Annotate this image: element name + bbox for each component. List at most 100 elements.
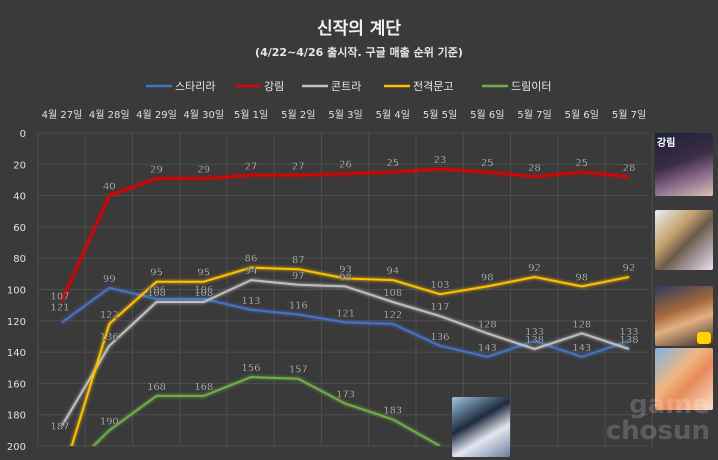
data-label: 136: [100, 332, 119, 343]
data-label: 117: [430, 302, 449, 313]
data-label: 122: [383, 310, 402, 321]
chart-subtitle: (4/22~4/26 출시작. 구글 매출 순위 기준): [255, 46, 463, 59]
watermark: game chosun: [560, 392, 710, 444]
data-label: 23: [434, 155, 447, 166]
data-label: 25: [575, 158, 588, 169]
data-label: 156: [241, 363, 260, 374]
data-label: 94: [386, 266, 399, 277]
kakao-badge-icon: [697, 332, 711, 344]
x-tick-label: 5월 6일: [565, 109, 599, 121]
series-line-스타리라: [61, 286, 630, 358]
legend-label: 드림이터: [511, 80, 551, 93]
x-tick-label: 4월 29일: [136, 109, 177, 121]
data-label: 183: [383, 405, 402, 416]
y-tick-label: 60: [13, 223, 26, 234]
y-tick-label: 100: [7, 286, 26, 297]
data-label: 98: [481, 272, 494, 283]
data-label: 108: [147, 288, 166, 299]
x-tick-label: 5월 6일: [470, 109, 504, 121]
data-label: 98: [339, 272, 352, 283]
data-label: 25: [386, 158, 399, 169]
chart-title: 신작의 계단: [316, 19, 402, 39]
y-tick-label: 20: [13, 160, 26, 171]
y-tick-label: 200: [7, 442, 26, 453]
x-tick-label: 5월 2일: [281, 109, 315, 121]
data-labels: 121 99 106 106 113 116 121 122 136 143 133 143 133 10…: [50, 155, 638, 433]
x-tick-label: 4월 30일: [183, 109, 224, 121]
series-lines: [61, 168, 630, 446]
data-label: 28: [528, 163, 541, 174]
data-label: 128: [572, 319, 591, 330]
data-label: 27: [245, 161, 258, 172]
data-label: 87: [292, 255, 305, 266]
data-label: 133: [619, 327, 638, 338]
data-label: 173: [336, 390, 355, 401]
data-label: 106: [147, 285, 166, 296]
data-label: 122: [100, 310, 119, 321]
y-axis-ticks: 0 20 40 60 80 100 120 140 160 180 200: [7, 129, 26, 453]
data-label: 157: [289, 365, 308, 376]
game-thumbnail-contra: [655, 286, 713, 346]
data-label: 108: [383, 288, 402, 299]
x-axis-ticks: 4월 27일 4월 28일 4월 29일 4월 30일 5월 1일 5월 2일 5월 3일 5…: [42, 109, 646, 121]
data-label: 25: [481, 158, 494, 169]
data-label: 29: [197, 164, 210, 175]
data-label: 121: [50, 302, 69, 313]
data-label: 95: [197, 268, 210, 279]
x-tick-label: 4월 27일: [42, 109, 83, 121]
legend-label: 스타리라: [175, 80, 215, 93]
y-tick-label: 180: [7, 411, 26, 422]
data-label: 98: [575, 272, 588, 283]
data-label: 27: [292, 161, 305, 172]
data-label: 97: [292, 271, 305, 282]
game-thumbnail-gangrim: 강림: [655, 133, 713, 196]
game-thumbnail-starira: [655, 210, 713, 270]
legend-label: 콘트라: [331, 80, 361, 93]
x-tick-label: 5월 7일: [517, 109, 551, 121]
data-label: 93: [339, 265, 352, 276]
data-label: 121: [336, 308, 355, 319]
y-tick-label: 120: [7, 317, 26, 328]
data-label: 28: [623, 163, 636, 174]
data-label: 92: [623, 263, 636, 274]
game-thumbnail-dreameater: [452, 397, 510, 457]
x-tick-label: 5월 4일: [376, 109, 410, 121]
data-label: 138: [525, 335, 544, 346]
data-label: 94: [245, 266, 258, 277]
data-label: 103: [430, 280, 449, 291]
thumbnail-label: 강림: [657, 138, 676, 149]
x-tick-label: 5월 3일: [328, 109, 362, 121]
y-tick-label: 40: [13, 192, 26, 203]
data-label: 95: [150, 268, 163, 279]
x-tick-label: 5월 1일: [234, 109, 268, 121]
data-label: 168: [194, 382, 213, 393]
data-label: 92: [528, 263, 541, 274]
x-tick-label: 4월 28일: [89, 109, 130, 121]
data-label: 29: [150, 164, 163, 175]
chart-legend: 스타리라 강림 콘트라 전격문고 드림이터: [146, 80, 551, 93]
game-thumbnail-jeongyeok: [655, 348, 713, 410]
y-tick-label: 140: [7, 348, 26, 359]
data-label: 168: [147, 382, 166, 393]
data-label: 143: [478, 343, 497, 354]
data-label: 190: [100, 416, 119, 427]
data-label: 106: [194, 285, 213, 296]
legend-label: 전격문고: [413, 80, 453, 93]
series-line-콘트라: [61, 279, 630, 427]
data-label: 107: [50, 291, 69, 302]
series-line-전격문고: [70, 266, 630, 446]
legend-label: 강림: [264, 80, 284, 93]
y-tick-label: 80: [13, 254, 26, 265]
data-label: 86: [245, 254, 258, 265]
data-label: 108: [194, 288, 213, 299]
data-label: 128: [478, 319, 497, 330]
data-label: 40: [103, 182, 116, 193]
data-label: 133: [525, 327, 544, 338]
data-label: 143: [572, 343, 591, 354]
watermark-line2: chosun: [605, 416, 710, 446]
series-line-강림: [61, 168, 630, 301]
y-tick-label: 0: [20, 129, 26, 140]
data-label: 136: [430, 332, 449, 343]
x-tick-label: 5월 5일: [423, 109, 457, 121]
